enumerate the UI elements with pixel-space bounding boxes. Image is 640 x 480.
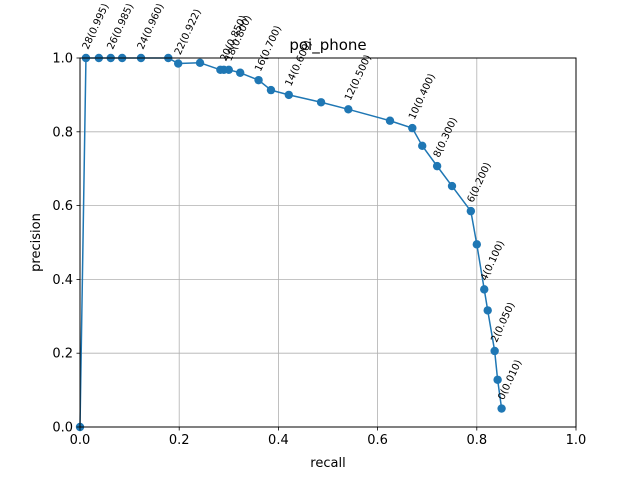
data-point: [418, 141, 427, 151]
x-tick-label: 1.0: [566, 433, 587, 448]
y-tick-label: 0.4: [52, 273, 73, 288]
data-point: [174, 59, 183, 68]
y-tick-label: 0.6: [52, 199, 73, 214]
x-tick-label: 0.4: [268, 433, 289, 448]
y-axis-label: precision: [29, 213, 44, 272]
plot-frame: [79, 57, 577, 428]
data-point: [316, 98, 326, 107]
series-points-layer: [75, 53, 506, 432]
data-point: [408, 123, 417, 133]
data-point: [480, 285, 489, 294]
data-point: [254, 75, 263, 85]
data-point: [224, 65, 233, 75]
axis-ticks: 0.0 0.2 0.4 0.6 0.8 1.0 0.0 0.2 0.4 0.6 0.8 1.0: [52, 52, 586, 449]
data-point: [493, 375, 502, 384]
x-tick-label: 0.8: [466, 433, 487, 448]
y-tick-label: 0.8: [52, 125, 73, 140]
data-point: [490, 346, 499, 356]
data-point: [466, 206, 476, 216]
data-point: [266, 85, 276, 95]
y-tick-label: 1.0: [52, 52, 73, 67]
data-point: [432, 161, 442, 171]
data-point: [284, 90, 294, 100]
x-tick-label: 0.0: [70, 433, 91, 448]
x-axis-label: recall: [310, 456, 345, 471]
data-point: [483, 306, 492, 315]
data-point: [195, 58, 205, 67]
data-point: [385, 116, 395, 125]
x-tick-label: 0.2: [169, 433, 190, 448]
x-tick-label: 0.6: [367, 433, 388, 448]
data-point: [236, 68, 245, 77]
data-point: [447, 181, 457, 191]
data-point: [344, 105, 353, 114]
y-tick-label: 0.2: [52, 347, 73, 362]
y-tick-label: 0.0: [52, 421, 73, 436]
chart-title: poi_phone: [289, 36, 366, 55]
data-point: [472, 240, 481, 249]
data-point: [497, 404, 506, 413]
